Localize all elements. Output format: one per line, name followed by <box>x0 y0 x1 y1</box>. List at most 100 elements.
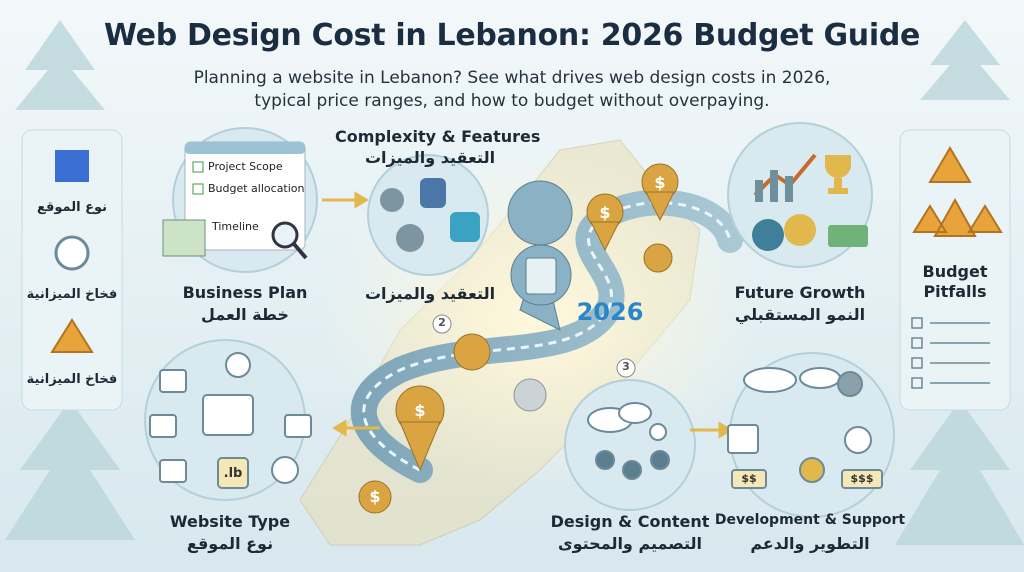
decor-shape <box>770 170 778 202</box>
sidebar-item: فخاخ الميزانية <box>26 372 118 387</box>
decor-shape <box>753 153 817 197</box>
decor-shape <box>192 161 204 173</box>
decor-shape <box>149 414 177 438</box>
section-label: Design & Content <box>550 512 710 531</box>
pitfalls-title: Budget Pitfalls <box>922 262 988 301</box>
decor-shape <box>912 146 1003 237</box>
gear-icons <box>380 178 480 252</box>
decor-shape <box>162 219 206 257</box>
decor-shape <box>649 423 667 441</box>
decor-shape <box>225 352 251 378</box>
decor-shape <box>54 235 90 271</box>
site-icons <box>149 352 312 489</box>
road-markers <box>432 314 636 378</box>
year-label: 2026 <box>576 298 644 326</box>
decor-shape <box>727 424 759 454</box>
section-label: Website Type <box>169 512 291 531</box>
subtitle: Planning a website in Lebanon? See what … <box>193 68 831 88</box>
decor-shape <box>911 317 990 389</box>
decor-shape <box>564 379 696 511</box>
decor-shape <box>841 469 883 489</box>
decor-shape <box>920 20 1010 100</box>
decor-shape <box>743 367 797 393</box>
section-label: النمو المستقبلي <box>734 305 866 324</box>
decor-shape <box>895 400 1024 545</box>
decor-shape <box>271 456 299 484</box>
cedar-decor <box>5 20 1024 545</box>
checklist-item: Timeline <box>212 220 259 233</box>
decor-shape <box>50 318 94 353</box>
section-label: التصميم والمحتوى <box>557 534 703 553</box>
decor-shape <box>525 257 557 295</box>
subtitle: typical price ranges, and how to budget … <box>254 91 770 111</box>
decor-shape <box>650 450 670 470</box>
decor-shape <box>453 333 491 371</box>
decor-shape <box>202 394 254 436</box>
section-caption: التعقيد والميزات <box>364 284 496 303</box>
decor-shape <box>718 421 733 439</box>
decor-shape <box>159 369 187 393</box>
decor-shape <box>399 421 441 472</box>
decor-shape <box>432 314 452 334</box>
dev-icons <box>727 367 883 489</box>
decor-shape <box>55 150 89 182</box>
decor-shape <box>899 129 1011 411</box>
checklist-card <box>162 141 308 260</box>
decor-shape <box>396 224 424 252</box>
decor-shape <box>159 459 187 483</box>
sidebar-item: فخاخ الميزانية <box>26 287 118 302</box>
price-tag: $$ <box>741 472 757 485</box>
decor-shape <box>185 142 305 154</box>
side-panels <box>21 129 1011 411</box>
checklist-item: Project Scope <box>208 160 283 173</box>
section-label: التطوير والدعم <box>750 534 870 553</box>
decor-shape: $ <box>414 401 425 420</box>
decor-shape <box>292 242 308 260</box>
decor-shape <box>271 221 299 249</box>
decor-shape <box>643 243 673 273</box>
road-marker: 3 <box>622 360 630 373</box>
decor-shape <box>911 337 923 349</box>
decor-shape <box>513 378 547 412</box>
price-tag: $$$ <box>850 472 874 485</box>
decor-shape <box>5 400 135 540</box>
sidebar-item: نوع الموقع <box>36 200 108 215</box>
decor-shape <box>15 20 105 110</box>
decor-shape <box>825 155 851 194</box>
decor-shape <box>911 357 923 369</box>
section-label: Development & Support <box>714 512 906 528</box>
domain-label: .lb <box>223 466 243 481</box>
decor-shape <box>799 367 841 389</box>
decor-shape <box>911 377 923 389</box>
decor-shape <box>837 371 863 397</box>
decor-shape <box>358 480 392 514</box>
checklist-item: Budget allocation <box>208 182 305 195</box>
decor-shape <box>332 419 347 437</box>
section-label: خطة العمل <box>201 305 289 324</box>
arrows <box>322 191 733 439</box>
decor-shape <box>785 176 793 202</box>
decor-shape <box>595 450 615 470</box>
decor-shape <box>420 178 446 208</box>
section-label: Complexity & Features <box>335 127 541 146</box>
decor-shape <box>217 457 249 489</box>
section-label: Business Plan <box>182 283 308 302</box>
decor-shape <box>622 460 642 480</box>
road-marker: 2 <box>438 316 446 329</box>
decor-shape: $ <box>599 203 610 222</box>
decor-shape <box>784 214 816 246</box>
cloud-icons <box>587 402 670 480</box>
decor-shape <box>192 183 204 195</box>
decor-shape: $ <box>369 487 380 506</box>
decor-shape <box>911 317 923 329</box>
pin-dollars: $ $ $ $ <box>369 173 665 506</box>
decor-shape <box>844 426 872 454</box>
section-label: نوع الموقع <box>186 534 274 553</box>
section-label: Future Growth <box>734 283 866 302</box>
pins <box>358 163 679 514</box>
decor-shape <box>645 191 675 222</box>
decor-shape <box>618 402 652 424</box>
growth-icons <box>752 153 868 251</box>
decor-shape <box>450 212 480 242</box>
road-line <box>362 201 732 472</box>
